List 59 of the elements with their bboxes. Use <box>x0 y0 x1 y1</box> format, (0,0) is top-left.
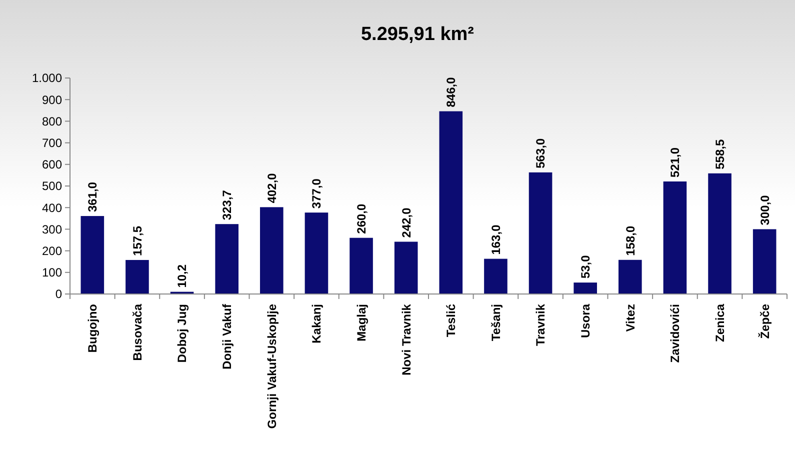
y-tick-label: 200 <box>42 244 62 258</box>
data-label: 260,0 <box>354 203 368 234</box>
x-tick-label: Zenica <box>712 304 727 342</box>
bar <box>528 172 552 294</box>
data-label: 323,7 <box>220 190 234 220</box>
x-tick-label: Maglaj <box>354 304 368 342</box>
x-tick-label: Vitez <box>623 304 638 332</box>
x-tick-label: Bugojno <box>86 304 100 353</box>
data-label: 53,0 <box>578 254 593 279</box>
x-tick-label: Doboj Jug <box>175 304 190 363</box>
bar <box>350 238 373 294</box>
x-tick-label: Kakanj <box>310 304 324 344</box>
bar <box>260 207 284 294</box>
x-tick-label: Žepče <box>758 304 772 339</box>
data-label: 158,0 <box>623 226 638 256</box>
data-label: 846,0 <box>444 76 458 108</box>
bar <box>663 181 687 294</box>
x-tick-label: Gornji Vakuf-Uskoplje <box>264 304 279 429</box>
bar <box>484 258 508 294</box>
data-label: 242,0 <box>399 207 414 238</box>
data-label: 10,2 <box>175 264 190 288</box>
bar <box>574 282 597 294</box>
y-tick-label: 700 <box>42 136 62 150</box>
y-tick-label: 800 <box>42 114 62 128</box>
y-tick-label: 400 <box>42 200 62 215</box>
x-tick-label: Usora <box>578 304 593 338</box>
data-label: 377,0 <box>310 178 324 209</box>
bar <box>439 111 463 294</box>
data-label: 163,0 <box>488 224 503 255</box>
data-label: 558,5 <box>712 139 727 170</box>
y-tick-label: 600 <box>42 158 62 172</box>
x-tick-label: Travnik <box>534 304 548 346</box>
y-tick-label: 900 <box>42 92 62 107</box>
data-label: 157,5 <box>130 226 144 256</box>
bar <box>618 260 642 294</box>
data-label: 300,0 <box>758 194 772 226</box>
y-tick-label: 0 <box>55 287 62 302</box>
x-tick-label: Novi Travnik <box>399 304 414 376</box>
data-label: 361,0 <box>86 182 100 212</box>
y-tick-label: 100 <box>42 266 62 280</box>
x-tick-label: Busovača <box>130 304 144 361</box>
bar <box>708 173 732 294</box>
bar <box>752 229 776 294</box>
y-tick-label: 300 <box>42 222 62 236</box>
bar <box>394 242 418 294</box>
bar <box>304 212 328 294</box>
x-tick-label: Donji Vakuf <box>220 302 234 370</box>
data-label: 563,0 <box>534 138 548 168</box>
data-label: 521,0 <box>668 147 682 178</box>
bar <box>215 224 238 294</box>
x-tick-label: Zavidovići <box>668 304 682 363</box>
bar <box>126 260 149 294</box>
y-tick-label: 1.000 <box>32 71 62 86</box>
x-tick-label: Teslić <box>444 304 458 338</box>
chart-title: 5.295,91 km² <box>360 24 474 45</box>
bar <box>80 216 104 294</box>
x-tick-label: Tešanj <box>488 304 503 342</box>
data-label: 402,0 <box>264 172 279 204</box>
y-tick-label: 500 <box>42 179 62 194</box>
